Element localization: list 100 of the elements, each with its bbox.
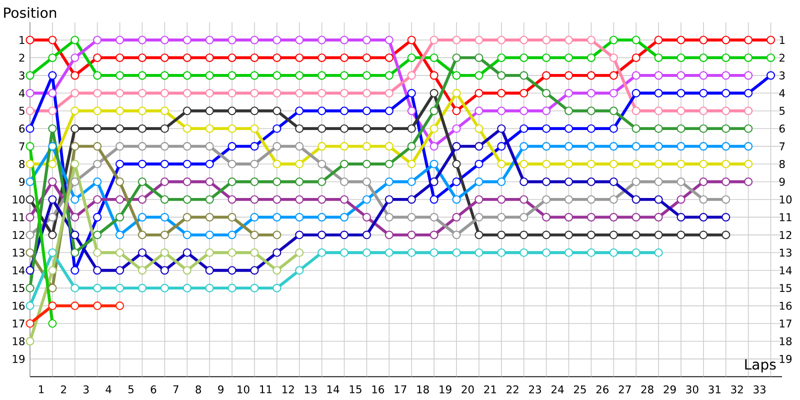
point	[609, 248, 618, 257]
point	[250, 53, 259, 62]
point	[318, 106, 326, 116]
point	[586, 230, 596, 240]
point	[586, 195, 596, 204]
point	[272, 124, 282, 133]
point	[48, 212, 57, 222]
point	[654, 248, 663, 257]
point	[474, 71, 484, 80]
point	[430, 177, 438, 186]
point	[722, 53, 730, 62]
point	[766, 36, 776, 44]
point	[70, 53, 80, 62]
point	[48, 248, 57, 257]
point	[362, 230, 371, 240]
point	[318, 53, 326, 62]
point	[520, 88, 528, 98]
point	[205, 177, 214, 186]
point	[116, 142, 124, 151]
point	[205, 230, 214, 240]
point	[722, 230, 730, 240]
x-tick-label: 17	[394, 385, 406, 394]
point	[26, 71, 34, 80]
point	[452, 88, 461, 98]
point	[138, 177, 147, 186]
point	[744, 160, 753, 168]
point	[116, 284, 124, 292]
point	[632, 177, 640, 186]
point	[722, 195, 730, 204]
point	[318, 230, 326, 240]
y-tick-label: 17	[12, 320, 24, 328]
point	[48, 36, 57, 44]
point	[407, 212, 416, 222]
point	[430, 71, 438, 80]
point	[116, 230, 124, 240]
point	[228, 160, 236, 168]
point	[340, 248, 349, 257]
point	[586, 160, 596, 168]
point	[340, 88, 349, 98]
x-tick-label: 26	[596, 385, 609, 394]
point	[474, 106, 484, 116]
y-tick-label: 1	[20, 36, 24, 44]
point	[609, 71, 618, 80]
point	[497, 195, 506, 204]
point	[205, 248, 214, 257]
point	[272, 212, 282, 222]
point	[384, 195, 394, 204]
point	[272, 88, 282, 98]
point	[564, 36, 574, 44]
y-axis-title: Position	[4, 7, 56, 18]
point	[340, 212, 349, 222]
point	[586, 88, 596, 98]
point	[676, 71, 686, 80]
point	[26, 106, 34, 116]
point	[295, 88, 304, 98]
point	[138, 36, 147, 44]
point	[160, 124, 169, 133]
x-tick-label: 3	[84, 385, 89, 394]
point	[362, 88, 371, 98]
point	[272, 71, 282, 80]
y-tick-label: 2	[19, 54, 24, 62]
point	[362, 71, 371, 80]
point	[699, 88, 708, 98]
point	[632, 248, 640, 257]
y2-tick-label: 3	[780, 71, 785, 80]
point	[452, 160, 461, 168]
point	[250, 88, 259, 98]
point	[384, 88, 394, 98]
point	[70, 195, 80, 204]
point	[48, 230, 57, 240]
point	[182, 177, 192, 186]
point	[295, 160, 304, 168]
point	[474, 142, 484, 151]
point	[744, 71, 753, 80]
point	[70, 160, 80, 168]
point	[452, 212, 461, 222]
point	[586, 106, 596, 116]
y-tick-label: 13	[12, 248, 24, 257]
x-tick-label: 5	[128, 385, 134, 394]
point	[699, 160, 708, 168]
point	[250, 195, 259, 204]
point	[632, 230, 640, 240]
point	[250, 160, 259, 168]
point	[295, 266, 304, 275]
point	[407, 195, 416, 204]
point	[407, 106, 416, 116]
point	[160, 248, 169, 257]
x-axis-title: Laps	[745, 359, 776, 372]
point	[362, 53, 371, 62]
point	[205, 266, 214, 275]
point	[520, 230, 528, 240]
point	[93, 124, 102, 133]
y2-tick-label: 18	[780, 337, 792, 346]
point	[744, 53, 753, 62]
point	[340, 177, 349, 186]
point	[182, 195, 192, 204]
y2-tick-label: 19	[780, 354, 792, 363]
point	[722, 212, 730, 222]
point	[609, 230, 618, 240]
point	[138, 195, 147, 204]
